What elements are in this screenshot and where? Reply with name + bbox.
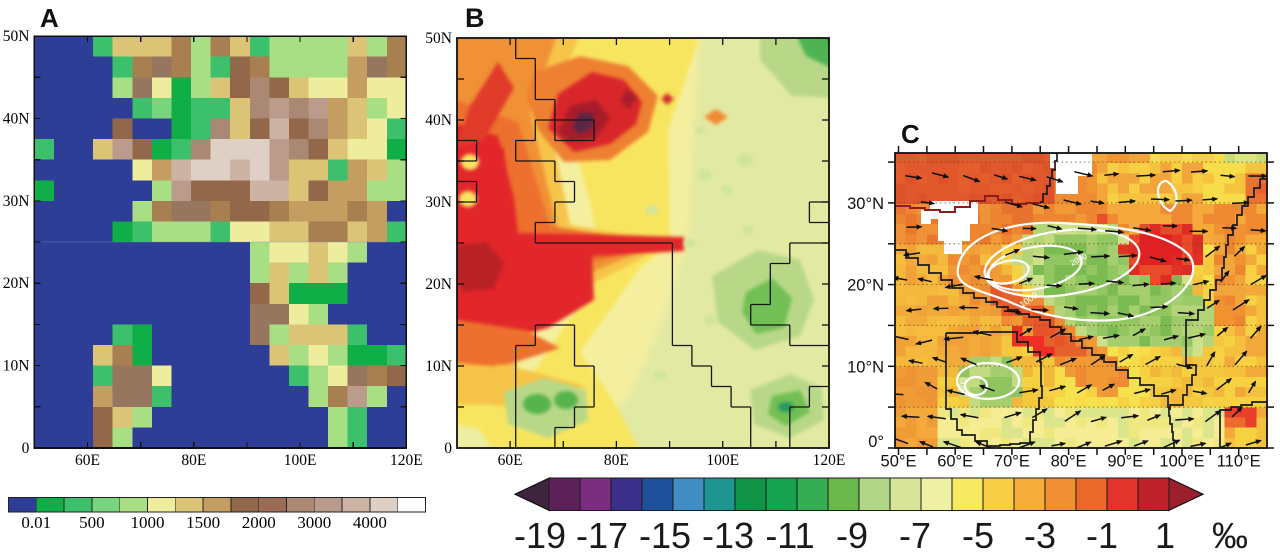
svg-text:10N: 10N [3, 358, 30, 375]
svg-text:100°E: 100°E [1159, 453, 1204, 471]
svg-text:-7: -7 [899, 515, 931, 556]
svg-text:0: 0 [22, 440, 30, 457]
svg-text:60E: 60E [75, 452, 100, 469]
svg-text:10N: 10N [425, 358, 452, 375]
svg-text:‰: ‰ [1212, 515, 1248, 556]
svg-text:4000: 4000 [353, 513, 387, 532]
svg-text:20°N: 20°N [847, 277, 884, 295]
svg-text:20N: 20N [425, 276, 452, 293]
svg-text:A: A [40, 3, 59, 33]
svg-text:120E: 120E [390, 452, 423, 469]
svg-text:100E: 100E [706, 452, 739, 469]
svg-text:1500: 1500 [186, 513, 220, 532]
svg-text:-11: -11 [765, 515, 814, 556]
svg-text:-9: -9 [836, 515, 868, 556]
svg-text:-13: -13 [702, 515, 754, 556]
svg-text:60E: 60E [498, 452, 523, 469]
svg-text:10°N: 10°N [847, 358, 884, 376]
svg-text:50°E: 50°E [881, 453, 917, 471]
svg-text:120E: 120E [813, 452, 846, 469]
svg-text:-17: -17 [576, 515, 628, 556]
svg-text:-1: -1 [1086, 515, 1118, 556]
svg-text:50N: 50N [3, 28, 30, 45]
svg-text:500: 500 [79, 513, 105, 532]
svg-text:40N: 40N [425, 112, 452, 129]
svg-text:80°E: 80°E [1051, 453, 1087, 471]
svg-text:0.01: 0.01 [21, 513, 51, 532]
svg-text:50N: 50N [425, 30, 452, 47]
svg-text:30N: 30N [3, 193, 30, 210]
svg-text:C: C [901, 119, 920, 149]
svg-text:2000: 2000 [242, 513, 276, 532]
svg-text:30°N: 30°N [847, 195, 884, 213]
svg-text:1: 1 [1155, 515, 1175, 556]
svg-text:30N: 30N [425, 194, 452, 211]
svg-text:B: B [465, 3, 485, 33]
svg-text:80E: 80E [181, 452, 206, 469]
svg-text:-3: -3 [1024, 515, 1056, 556]
svg-text:3000: 3000 [297, 513, 331, 532]
svg-text:0°: 0° [868, 433, 884, 451]
svg-text:-19: -19 [514, 515, 566, 556]
svg-text:1000: 1000 [131, 513, 165, 532]
svg-text:80E: 80E [604, 452, 629, 469]
svg-text:40N: 40N [3, 111, 30, 128]
svg-text:70°E: 70°E [994, 453, 1030, 471]
svg-text:0: 0 [444, 440, 452, 457]
svg-text:60°E: 60°E [937, 453, 973, 471]
svg-text:500: 500 [956, 377, 968, 393]
svg-text:90°E: 90°E [1107, 453, 1143, 471]
svg-text:110°E: 110°E [1217, 453, 1261, 471]
svg-text:100E: 100E [284, 452, 317, 469]
svg-text:-5: -5 [962, 515, 994, 556]
svg-text:20N: 20N [3, 275, 30, 292]
svg-text:-15: -15 [639, 515, 691, 556]
